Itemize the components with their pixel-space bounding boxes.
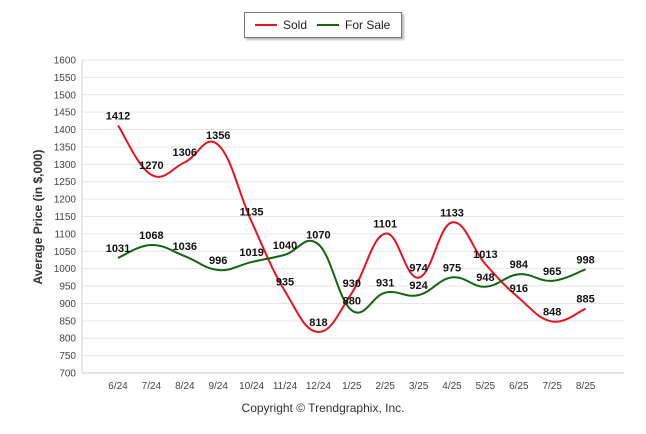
data-label: 1356 xyxy=(206,130,230,142)
legend-label-for-sale: For Sale xyxy=(345,18,391,32)
data-label: 1306 xyxy=(173,147,197,159)
x-axis-tick-labels: 6/24 7/24 8/24 9/24 10/24 11/24 12/24 1/25 2/25 3… xyxy=(108,381,596,392)
x-tick-label: 3/25 xyxy=(409,381,429,392)
y-tick-label: 1000 xyxy=(54,264,77,275)
y-tick-label: 1100 xyxy=(54,229,76,240)
legend-swatch-for-sale xyxy=(317,24,339,26)
y-tick-label: 1050 xyxy=(54,247,77,258)
y-tick-label: 1250 xyxy=(54,177,77,188)
y-tick-label: 1500 xyxy=(54,90,77,101)
data-label: 974 xyxy=(409,263,428,275)
x-tick-label: 6/25 xyxy=(509,381,529,392)
series-lines xyxy=(117,124,587,333)
data-label: 1068 xyxy=(139,230,163,242)
y-tick-label: 1150 xyxy=(54,212,76,223)
series-line-for-sale xyxy=(117,239,586,314)
data-label: 818 xyxy=(309,317,327,329)
data-label: 1031 xyxy=(106,243,130,255)
data-label: 931 xyxy=(376,278,394,290)
y-tick-label: 1400 xyxy=(54,125,77,136)
data-label: 996 xyxy=(209,255,227,267)
y-tick-label: 1450 xyxy=(54,108,77,119)
y-tick-label: 800 xyxy=(59,334,76,345)
x-tick-label: 12/24 xyxy=(306,381,331,392)
grid-lines xyxy=(81,59,624,374)
data-label: 1133 xyxy=(440,207,464,219)
x-tick-label: 6/24 xyxy=(108,381,128,392)
y-tick-label: 1300 xyxy=(54,160,77,171)
data-label: 1040 xyxy=(273,240,297,252)
data-label: 965 xyxy=(543,266,561,278)
data-label: 948 xyxy=(476,272,494,284)
data-label: 935 xyxy=(276,276,294,288)
data-label: 1070 xyxy=(306,229,330,241)
data-label: 924 xyxy=(409,280,428,292)
data-label: 1013 xyxy=(473,249,497,261)
data-label: 1101 xyxy=(373,219,397,231)
data-label: 885 xyxy=(576,294,594,306)
y-tick-label: 950 xyxy=(59,282,76,293)
x-tick-label: 5/25 xyxy=(476,381,496,392)
x-tick-label: 4/25 xyxy=(442,381,462,392)
x-tick-label: 11/24 xyxy=(273,381,298,392)
y-tick-label: 850 xyxy=(59,316,76,327)
data-label: 1412 xyxy=(106,110,130,122)
data-label: 1270 xyxy=(139,160,163,172)
data-label: 930 xyxy=(343,278,361,290)
y-tick-label: 700 xyxy=(59,369,76,380)
y-axis-tick-labels: 700 750 800 850 900 950 1000 1050 1100 1150 1200 12… xyxy=(54,56,77,380)
data-label: 1019 xyxy=(239,247,263,259)
legend: Sold For Sale xyxy=(244,12,402,38)
x-tick-label: 9/24 xyxy=(208,381,228,392)
y-tick-label: 1550 xyxy=(54,73,77,84)
legend-label-sold: Sold xyxy=(283,18,308,32)
y-tick-label: 900 xyxy=(59,299,76,310)
data-label: 1036 xyxy=(173,241,197,253)
data-label: 1135 xyxy=(240,207,264,219)
legend-swatch-sold xyxy=(255,24,277,26)
data-label: 916 xyxy=(510,283,528,295)
x-tick-label: 8/24 xyxy=(175,381,195,392)
data-label: 880 xyxy=(343,295,361,307)
data-label: 975 xyxy=(443,262,461,274)
x-tick-label: 1/25 xyxy=(342,381,362,392)
data-labels: 1412 1270 1306 1356 1135 935 818 930 1101 974 1133… xyxy=(106,110,595,329)
y-tick-label: 750 xyxy=(59,351,76,362)
x-tick-label: 10/24 xyxy=(239,381,264,392)
x-tick-label: 8/25 xyxy=(576,381,596,392)
y-axis-label: Average Price (in $,000) xyxy=(31,150,45,285)
y-tick-label: 1600 xyxy=(54,56,77,67)
data-label: 848 xyxy=(543,307,561,319)
data-label: 984 xyxy=(510,259,529,271)
data-label: 998 xyxy=(576,254,594,266)
x-tick-label: 7/25 xyxy=(542,381,562,392)
legend-item-sold[interactable]: Sold xyxy=(255,18,307,32)
series-line-sold xyxy=(117,124,587,333)
y-tick-label: 1200 xyxy=(54,195,77,206)
x-tick-label: 2/25 xyxy=(375,381,395,392)
copyright-footer: Copyright © Trendgraphix, Inc. xyxy=(241,401,405,415)
y-tick-label: 1350 xyxy=(54,142,77,153)
x-tick-label: 7/24 xyxy=(142,381,162,392)
legend-item-for-sale[interactable]: For Sale xyxy=(317,18,390,32)
